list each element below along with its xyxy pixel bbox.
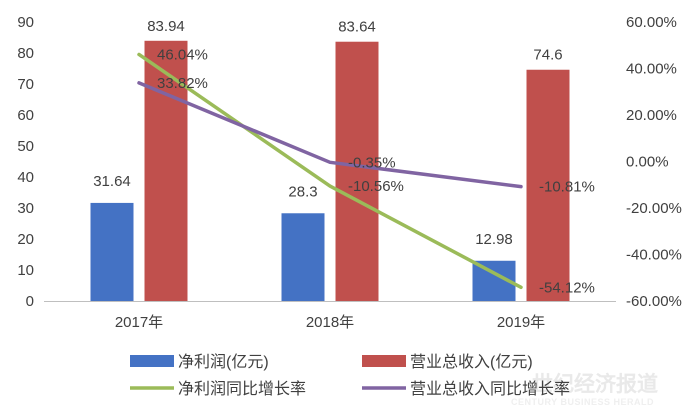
legend-label: 营业总收入(亿元) — [410, 353, 533, 371]
legend-swatch — [130, 355, 174, 367]
lines — [137, 52, 523, 290]
legend: 净利润(亿元) 营业总收入(亿元) 净利润同比增长率 营业总收入同比增长率 — [130, 353, 570, 398]
x-tick-label: 2018年 — [306, 314, 354, 331]
x-tick-label: 2017年 — [115, 314, 163, 331]
x-axis-ticks: 2017年 2018年 2019年 — [115, 314, 545, 331]
legend-label: 净利润同比增长率 — [178, 380, 306, 398]
watermark-subtext: CENTURY BUSINESS HERALD — [511, 397, 654, 407]
bar-net-profit — [281, 213, 325, 301]
bar-data-label: 12.98 — [475, 231, 513, 248]
legend-label: 净利润(亿元) — [178, 353, 269, 371]
line-data-label: -0.35% — [348, 154, 396, 171]
right-tick-label: 60.00% — [626, 14, 677, 31]
right-tick-label: 20.00% — [626, 107, 677, 124]
left-axis-ticks: 0 10 20 30 40 50 60 70 80 90 — [17, 14, 34, 310]
data-labels: 31.64 28.3 12.98 83.94 83.64 74.6 46.04% -10.56… — [93, 18, 595, 297]
bar-revenue — [335, 41, 379, 301]
bar-revenue — [526, 69, 570, 302]
x-tick-label: 2019年 — [497, 314, 545, 331]
bar-data-label: 83.64 — [338, 19, 376, 36]
left-tick-label: 40 — [17, 169, 34, 186]
left-tick-label: 60 — [17, 107, 34, 124]
right-tick-label: -40.00% — [626, 247, 682, 264]
legend-swatch — [362, 355, 406, 367]
bar-net-profit — [90, 202, 134, 301]
line-data-label: 33.82% — [157, 75, 208, 92]
right-tick-label: 40.00% — [626, 61, 677, 78]
bars — [90, 40, 570, 302]
bar-data-label: 31.64 — [93, 173, 131, 190]
right-tick-label: -20.00% — [626, 200, 682, 217]
line-revenue-growth — [137, 81, 523, 189]
legend-label: 营业总收入同比增长率 — [410, 380, 570, 398]
right-axis-ticks: -60.00% -40.00% -20.00% 0.00% 20.00% 40.00% 60… — [626, 14, 682, 310]
watermark: 世纪经济报道 CENTURY BUSINESS HERALD — [511, 372, 658, 407]
line-data-label: -10.56% — [348, 178, 404, 195]
left-tick-label: 30 — [17, 200, 34, 217]
right-tick-label: -60.00% — [626, 293, 682, 310]
left-tick-label: 70 — [17, 76, 34, 93]
left-tick-label: 50 — [17, 138, 34, 155]
watermark-text: 世纪经济报道 — [532, 372, 658, 396]
line-net-profit-growth — [137, 52, 523, 290]
left-tick-label: 10 — [17, 262, 34, 279]
bar-data-label: 83.94 — [147, 18, 185, 35]
line-data-label: -54.12% — [539, 279, 595, 296]
left-tick-label: 20 — [17, 231, 34, 248]
line-data-label: 46.04% — [157, 46, 208, 63]
left-tick-label: 0 — [26, 293, 34, 310]
line-data-label: -10.81% — [539, 179, 595, 196]
left-tick-label: 90 — [17, 14, 34, 31]
bar-data-label: 28.3 — [288, 183, 317, 200]
bar-data-label: 74.6 — [533, 47, 562, 64]
right-tick-label: 0.00% — [626, 154, 669, 171]
left-tick-label: 80 — [17, 45, 34, 62]
